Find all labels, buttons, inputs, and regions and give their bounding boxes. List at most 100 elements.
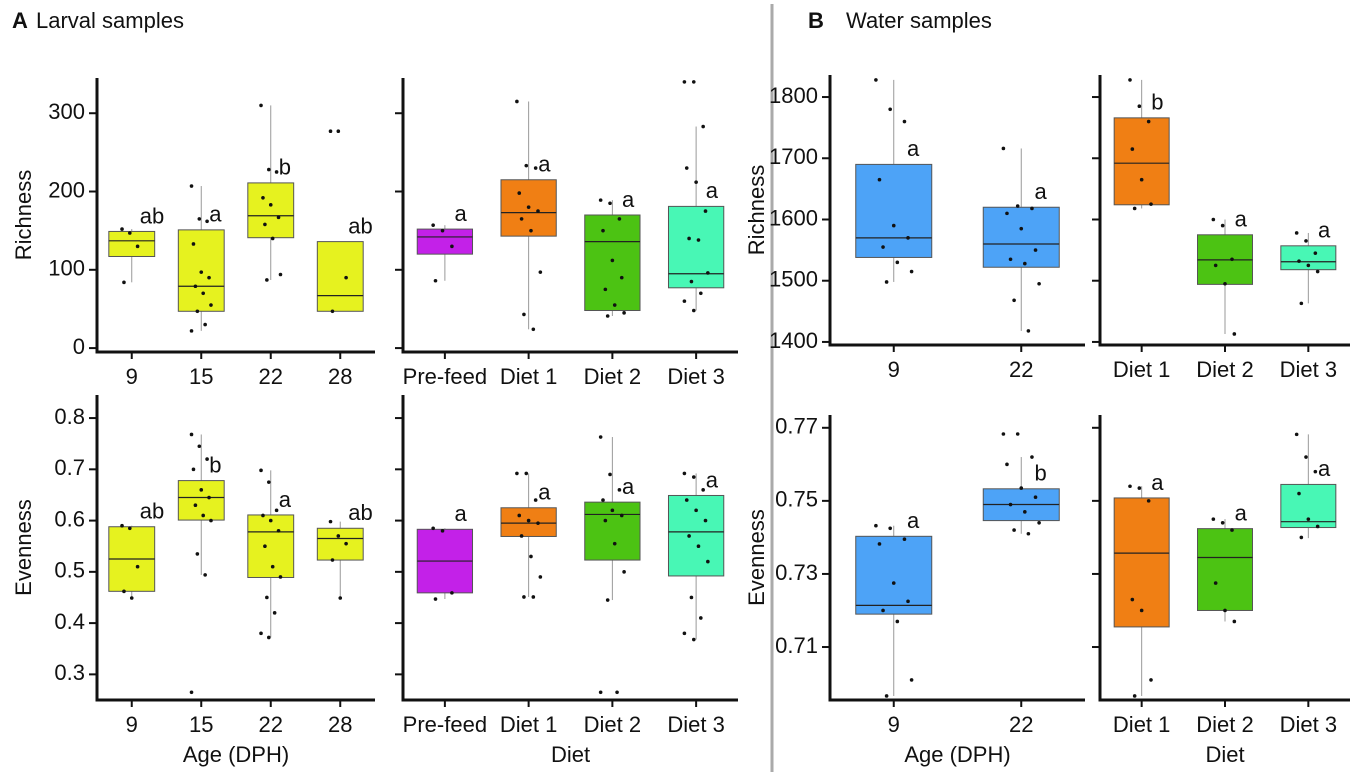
data-point xyxy=(431,223,435,227)
data-point xyxy=(891,223,896,228)
data-point xyxy=(344,275,348,280)
data-point xyxy=(209,303,213,307)
data-point xyxy=(1001,432,1006,436)
x-tick-label: 9 xyxy=(888,712,900,737)
x-tick-label: Diet 1 xyxy=(1113,712,1170,737)
data-point xyxy=(344,541,348,546)
data-point xyxy=(1146,499,1151,503)
x-tick-label: 22 xyxy=(1009,712,1033,737)
data-point xyxy=(263,544,267,549)
data-point xyxy=(1023,261,1027,266)
data-point xyxy=(276,215,281,220)
data-point xyxy=(684,498,689,502)
y-tick-label: 0.8 xyxy=(54,404,85,429)
data-point xyxy=(706,559,710,564)
data-point xyxy=(696,238,701,242)
data-point xyxy=(1037,520,1041,525)
data-point xyxy=(601,228,605,233)
data-point xyxy=(694,508,698,513)
significance-letter: a xyxy=(538,152,551,177)
box xyxy=(584,214,641,312)
significance-letter: a xyxy=(1235,500,1248,525)
y-tick-label: 200 xyxy=(48,177,85,202)
data-point xyxy=(881,608,885,613)
data-point xyxy=(531,327,536,332)
data-point xyxy=(272,611,277,615)
significance-letter: ab xyxy=(140,203,164,228)
data-point xyxy=(265,278,269,282)
data-point xyxy=(531,595,536,599)
data-point xyxy=(1128,78,1132,82)
y-tick-label: 100 xyxy=(48,256,85,281)
data-point xyxy=(1220,520,1225,525)
data-point xyxy=(1001,146,1006,151)
data-point xyxy=(209,518,213,523)
data-point xyxy=(888,526,892,531)
data-point xyxy=(696,544,701,549)
data-point xyxy=(687,534,691,538)
data-point xyxy=(1008,502,1013,507)
significance-letter: ab xyxy=(348,500,372,525)
data-point xyxy=(1223,608,1227,613)
data-point xyxy=(533,166,538,170)
x-tick-label: Diet 3 xyxy=(667,364,724,389)
data-point xyxy=(612,541,617,546)
data-point xyxy=(874,78,878,82)
data-point xyxy=(270,236,275,241)
panel-letter: B xyxy=(808,8,824,33)
x-tick-label: 9 xyxy=(126,364,138,389)
data-point xyxy=(265,595,269,600)
data-point xyxy=(699,616,703,620)
data-point xyxy=(267,480,271,484)
data-point xyxy=(603,518,608,523)
data-point xyxy=(1030,206,1034,211)
data-point xyxy=(276,529,281,533)
x-axis-label: Age (DPH) xyxy=(183,742,289,767)
box xyxy=(982,206,1060,268)
data-point xyxy=(1026,531,1031,536)
data-point xyxy=(515,471,519,476)
data-point xyxy=(682,299,687,303)
significance-letter: a xyxy=(455,501,468,526)
data-point xyxy=(1146,119,1151,124)
significance-letter: a xyxy=(622,474,635,499)
data-point xyxy=(877,177,882,182)
data-point xyxy=(1213,581,1218,585)
y-tick-label: 1500 xyxy=(769,267,818,292)
significance-letter: ab xyxy=(348,213,372,238)
significance-letter: a xyxy=(706,467,719,492)
data-point xyxy=(1005,211,1009,216)
significance-letter: b xyxy=(209,452,221,477)
data-point xyxy=(1037,281,1041,286)
data-point xyxy=(703,209,708,213)
y-tick-label: 0 xyxy=(73,334,85,359)
data-point xyxy=(1306,517,1311,521)
x-tick-label: Diet 2 xyxy=(584,712,641,737)
data-point xyxy=(1128,484,1132,489)
data-point xyxy=(617,217,622,221)
data-point xyxy=(205,219,209,224)
data-point xyxy=(189,184,194,188)
data-point xyxy=(433,597,438,601)
data-point xyxy=(703,518,708,523)
data-point xyxy=(526,518,531,523)
data-point xyxy=(193,503,198,508)
data-point xyxy=(1033,248,1038,252)
data-point xyxy=(694,180,698,184)
data-point xyxy=(328,129,333,134)
data-point xyxy=(1130,147,1135,151)
data-point xyxy=(598,690,603,695)
data-point xyxy=(691,475,696,479)
data-point xyxy=(128,526,132,531)
box xyxy=(1113,497,1170,628)
data-point xyxy=(205,457,209,461)
x-tick-label: 15 xyxy=(189,364,213,389)
significance-letter: a xyxy=(279,487,292,512)
x-tick-label: 22 xyxy=(1009,357,1033,382)
data-point xyxy=(1033,495,1038,500)
data-point xyxy=(268,203,273,207)
data-point xyxy=(440,529,445,533)
y-tick-label: 0.6 xyxy=(54,506,85,531)
data-point xyxy=(884,694,889,698)
data-point xyxy=(274,170,279,174)
